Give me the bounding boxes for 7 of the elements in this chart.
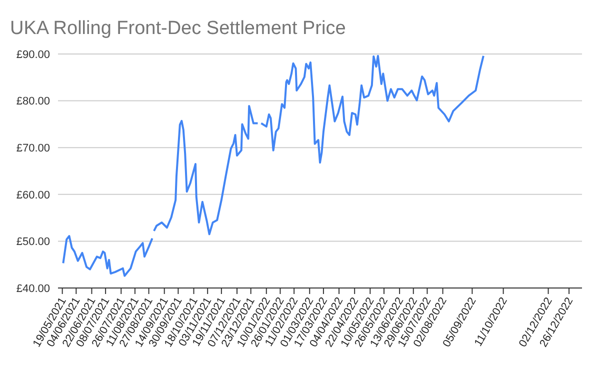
y-tick-label: £90.00 xyxy=(16,48,50,61)
y-tick-label: £70.00 xyxy=(16,142,50,155)
chart-title: UKA Rolling Front-Dec Settlement Price xyxy=(9,17,347,41)
y-tick-label: £80.00 xyxy=(16,96,50,108)
y-tick-label: £50.00 xyxy=(16,236,50,248)
y-tick-label: £40.00 xyxy=(16,282,50,295)
y-tick-label: £60.00 xyxy=(16,189,50,202)
